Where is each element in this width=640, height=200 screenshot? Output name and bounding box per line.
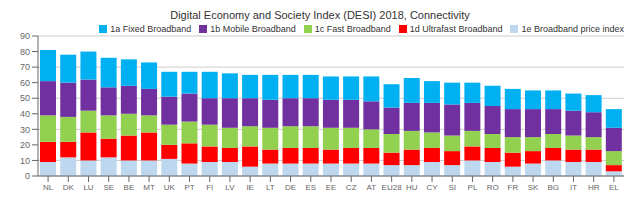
svg-text:20: 20 bbox=[20, 140, 30, 150]
svg-text:HR: HR bbox=[588, 183, 600, 192]
svg-text:70: 70 bbox=[20, 62, 30, 72]
svg-text:60: 60 bbox=[20, 78, 30, 88]
html-text:1b Mobile Broadband: 1b Mobile Broadband bbox=[210, 24, 296, 34]
svg-text:SK: SK bbox=[528, 183, 539, 192]
svg-text:SE: SE bbox=[103, 183, 114, 192]
svg-text:CY: CY bbox=[426, 183, 438, 192]
svg-text:PT: PT bbox=[184, 183, 194, 192]
svg-text:DE: DE bbox=[285, 183, 296, 192]
svg-text:DK: DK bbox=[63, 183, 75, 192]
html-text:1c Fast Broadband: 1c Fast Broadband bbox=[314, 24, 391, 34]
svg-text:SI: SI bbox=[448, 183, 456, 192]
svg-text:90: 90 bbox=[20, 31, 30, 41]
svg-text:40: 40 bbox=[20, 109, 30, 119]
svg-text:10: 10 bbox=[20, 156, 30, 166]
svg-text:NL: NL bbox=[43, 183, 54, 192]
html-text:1e Broadband price index: 1e Broadband price index bbox=[521, 24, 624, 34]
svg-text:ES: ES bbox=[305, 183, 316, 192]
svg-text:50: 50 bbox=[20, 93, 30, 103]
svg-text:MT: MT bbox=[143, 183, 155, 192]
svg-text:EE: EE bbox=[326, 183, 337, 192]
html-text:1a Fixed Broadband: 1a Fixed Broadband bbox=[110, 24, 192, 34]
svg-text:LV: LV bbox=[225, 183, 235, 192]
svg-text:FR: FR bbox=[508, 183, 519, 192]
html-text:1d Ultrafast Broadband: 1d Ultrafast Broadband bbox=[409, 24, 503, 34]
svg-text:BG: BG bbox=[547, 183, 559, 192]
svg-text:IE: IE bbox=[246, 183, 254, 192]
svg-text:FI: FI bbox=[206, 183, 213, 192]
svg-text:EU28: EU28 bbox=[382, 183, 403, 192]
svg-text:HU: HU bbox=[406, 183, 418, 192]
svg-text:EL: EL bbox=[609, 183, 619, 192]
svg-text:LU: LU bbox=[83, 183, 93, 192]
html-text:Digital Economy and Society In: Digital Economy and Society Index (DESI)… bbox=[170, 9, 470, 21]
svg-text:BE: BE bbox=[124, 183, 135, 192]
svg-text:UK: UK bbox=[164, 183, 176, 192]
svg-text:RO: RO bbox=[487, 183, 499, 192]
svg-text:IT: IT bbox=[570, 183, 577, 192]
svg-text:80: 80 bbox=[20, 47, 30, 57]
svg-text:LT: LT bbox=[266, 183, 275, 192]
svg-text:0: 0 bbox=[25, 171, 30, 181]
svg-text:CZ: CZ bbox=[346, 183, 357, 192]
svg-text:PL: PL bbox=[468, 183, 478, 192]
svg-text:AT: AT bbox=[367, 183, 377, 192]
svg-text:30: 30 bbox=[20, 125, 30, 135]
